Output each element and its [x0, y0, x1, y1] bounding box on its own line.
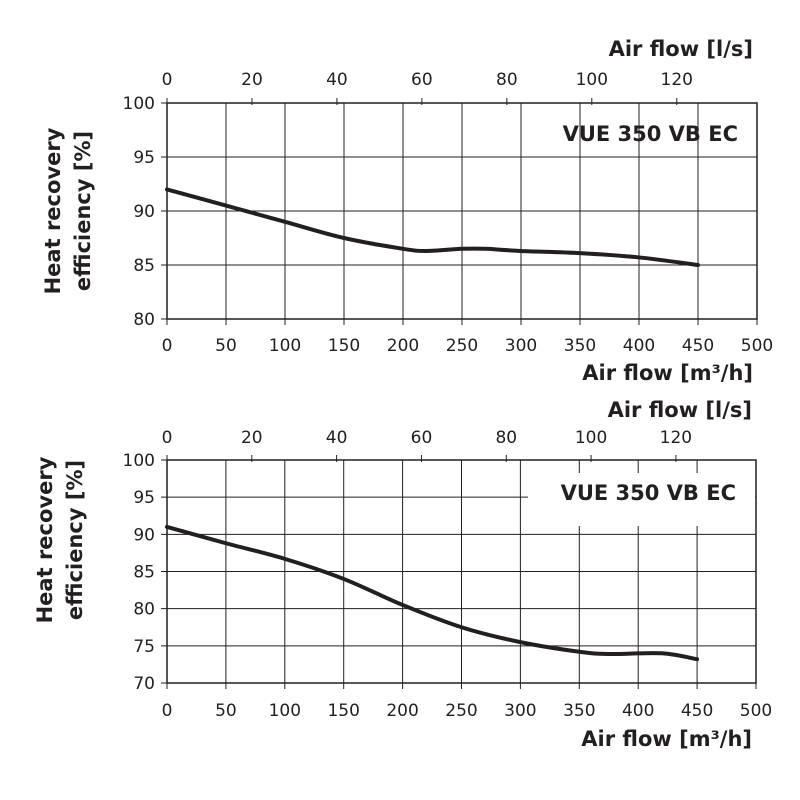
x2-tick-label: 120	[661, 70, 693, 90]
x-tick-label: 350	[564, 336, 596, 356]
y-axis-label: Heat recovery	[41, 127, 65, 294]
y-tick-label: 100	[123, 451, 155, 471]
x2-tick-label: 60	[411, 428, 433, 448]
y-tick-label: 100	[123, 94, 155, 114]
model-label-box	[528, 473, 755, 526]
x2-tick-label: 40	[326, 428, 348, 448]
y-tick-label: 90	[133, 525, 155, 545]
x2-tick-label: 0	[162, 70, 173, 90]
y-tick-label: 80	[133, 310, 155, 330]
x-tick-label: 200	[386, 701, 418, 721]
model-title: VUE 350 VB EC	[561, 481, 736, 505]
x-tick-label: 150	[328, 336, 360, 356]
x-tick-label: 0	[162, 701, 173, 721]
y-tick-label: 80	[133, 600, 155, 620]
x2-tick-label: 0	[162, 428, 173, 448]
y-axis-label: efficiency [%]	[63, 460, 87, 620]
x-tick-label: 300	[505, 336, 537, 356]
x-tick-label: 100	[269, 701, 301, 721]
x2-tick-label: 40	[326, 70, 348, 90]
x-axis-label: Air flow [m³/h]	[581, 727, 752, 751]
y-tick-label: 90	[133, 202, 155, 222]
y-axis-label: efficiency [%]	[71, 131, 95, 291]
efficiency-curve	[165, 187, 700, 267]
x2-tick-label: 80	[496, 70, 518, 90]
x-tick-label: 450	[682, 336, 714, 356]
y-tick-label: 75	[133, 637, 155, 657]
x2-tick-label: 20	[241, 428, 263, 448]
x-tick-label: 500	[741, 336, 773, 356]
x-tick-label: 100	[269, 336, 301, 356]
x-tick-label: 200	[387, 336, 419, 356]
efficiency-curve	[165, 524, 700, 662]
plot-frame	[166, 459, 757, 684]
chart-2: 0 50 100 150 200 250 300 350 400 450 500 0 20 40 60 80 1…	[33, 398, 772, 751]
x-tick-label: 250	[445, 701, 477, 721]
x2-tick-label: 20	[241, 70, 263, 90]
y-tick-label: 95	[133, 148, 155, 168]
x2-tick-label: 80	[495, 428, 517, 448]
x-tick-label: 0	[162, 336, 173, 356]
plot-frame	[166, 102, 758, 320]
x-tick-label: 50	[215, 701, 237, 721]
x-tick-label: 300	[504, 701, 536, 721]
y-tick-label: 85	[133, 563, 155, 583]
x2-tick-label: 120	[660, 428, 692, 448]
y-tick-label: 70	[133, 674, 155, 694]
x-axis-label: Air flow [m³/h]	[582, 361, 753, 385]
y-axis-label: Heat recovery	[33, 456, 57, 623]
x-tick-label: 50	[215, 336, 237, 356]
x2-tick-label: 100	[575, 428, 607, 448]
model-title: VUE 350 VB EC	[563, 122, 738, 146]
x-tick-label: 400	[622, 701, 654, 721]
x-tick-label: 150	[327, 701, 359, 721]
chart-1: 0 50 100 150 200 250 300 350 400 450 500 0 20 40 60 80 1…	[41, 37, 773, 385]
x2-axis-label: Air flow [l/s]	[609, 37, 753, 61]
x-tick-label: 500	[740, 701, 772, 721]
x-tick-label: 250	[446, 336, 478, 356]
x2-axis-label: Air flow [l/s]	[608, 398, 752, 422]
x2-tick-label: 60	[411, 70, 433, 90]
x2-tick-label: 100	[576, 70, 608, 90]
x-tick-label: 400	[623, 336, 655, 356]
x-tick-label: 350	[563, 701, 595, 721]
x-tick-label: 450	[681, 701, 713, 721]
y-tick-label: 85	[133, 256, 155, 276]
y-tick-label: 95	[133, 488, 155, 508]
